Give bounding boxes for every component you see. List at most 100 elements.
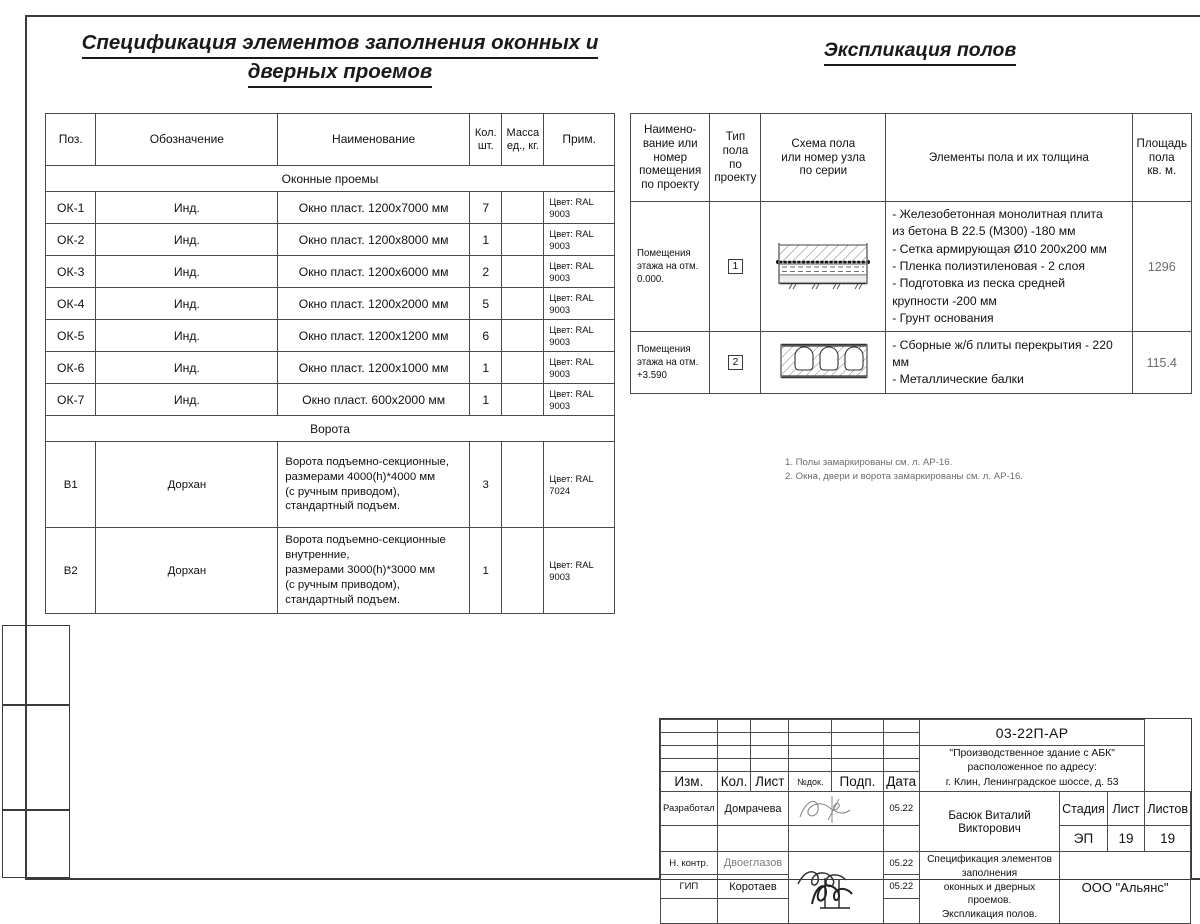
- tb-blank-4-6: [882, 758, 920, 772]
- cell-pos: ОК-4: [44, 287, 97, 320]
- stage-value: ЭП: [1059, 825, 1108, 852]
- cell-pos: ОК-1: [44, 191, 97, 224]
- cell-designation: Дорхан: [95, 527, 279, 614]
- header-designation: Обозначение: [95, 113, 279, 166]
- cell-note: Цвет: RAL 9003: [543, 383, 615, 416]
- name-developer: Домрачева: [716, 791, 790, 826]
- cell-name: Окно пласт. 1200х6000 мм: [277, 255, 471, 288]
- tb-blank-3-6: [882, 745, 920, 759]
- cell-mass: [501, 527, 545, 614]
- title-block-row-blank-1: 03-22П-АР: [660, 719, 1191, 746]
- cell-note: Цвет: RAL 7024: [543, 441, 615, 528]
- cell-mass: [501, 255, 545, 288]
- floor-room-name: Помещения этажа на отм. +3.590: [629, 331, 711, 395]
- specification-group-label: Оконные проемы: [45, 165, 615, 192]
- tb-blank-1-2: [716, 719, 752, 733]
- sheets-header: Листов: [1144, 791, 1191, 826]
- cell-mass: [501, 383, 545, 416]
- cell-designation: Инд.: [95, 191, 279, 224]
- sig-blank-1: [788, 825, 884, 852]
- header-qty: Кол. шт.: [469, 113, 503, 166]
- floor-type-cell: 1: [709, 200, 762, 333]
- cell-mass: [501, 319, 545, 352]
- tb-blank-3-5: [831, 745, 884, 759]
- cell-name: Окно пласт. 1200х2000 мм: [277, 287, 471, 320]
- tb-blank-2-6: [882, 732, 920, 746]
- date-blank-2: [882, 897, 920, 924]
- organization-name: ООО "Альянс": [1059, 851, 1191, 924]
- hollow-core-slab-section-icon: [760, 331, 887, 395]
- cell-pos: ОК-5: [44, 319, 97, 352]
- tb-blank-4-1: [660, 758, 718, 772]
- cell-designation: Инд.: [95, 319, 279, 352]
- specification-row: В1 Дорхан Ворота подъемно-секционные, разм…: [44, 441, 615, 528]
- tb-col-list: Лист: [750, 771, 790, 792]
- floor-elements: - Железобетонная монолитная плита из бет…: [885, 200, 1133, 333]
- cell-designation: Инд.: [95, 223, 279, 256]
- sheet-value: 19: [1106, 825, 1146, 852]
- tb-blank-2-1: [660, 732, 718, 746]
- specification-title: Спецификация элементов заполнения оконны…: [60, 30, 620, 88]
- margin-cell-3: [2, 810, 70, 878]
- cell-note: Цвет: RAL 9003: [543, 255, 615, 288]
- cell-note: Цвет: RAL 9003: [543, 351, 615, 384]
- specification-table-head: Поз. Обозначение Наименование Кол. шт. М…: [44, 113, 615, 166]
- specification-row: ОК-4 Инд. Окно пласт. 1200х2000 мм 5 Цвет: R…: [44, 287, 615, 320]
- tb-blank-1-1: [660, 719, 718, 733]
- object-name: "Производственное здание с АБК" располож…: [918, 745, 1146, 792]
- header-room-name: Наимено- вание или номер помещения по пр…: [629, 113, 711, 202]
- tb-col-podp: Подп.: [831, 771, 884, 792]
- monolithic-slab-section-drawing: [765, 237, 881, 297]
- cell-name: Окно пласт. 1200х1200 мм: [277, 319, 471, 352]
- cell-name: Окно пласт. 1200х7000 мм: [277, 191, 471, 224]
- stage-header: Стадия: [1059, 791, 1108, 826]
- title-block-row-gip: ГИП Коротаев 05.22: [660, 874, 1191, 899]
- cell-note: Цвет: RAL 9003: [543, 191, 615, 224]
- cell-designation: Инд.: [95, 383, 279, 416]
- monolithic-slab-section-icon: [760, 200, 887, 333]
- header-floor-scheme: Схема пола или номер узла по серии: [760, 113, 887, 202]
- cell-qty: 7: [469, 191, 503, 224]
- tb-blank-3-2: [716, 745, 752, 759]
- cell-name: Окно пласт. 600х2000 мм: [277, 383, 471, 416]
- cell-note: Цвет: RAL 9003: [543, 223, 615, 256]
- cell-qty: 3: [469, 441, 503, 528]
- specification-group-row: Ворота: [45, 415, 615, 442]
- floor-type-badge: 1: [727, 259, 744, 275]
- specification-table-body: Оконные проемы ОК-1 Инд. Окно пласт. 1200х7…: [44, 165, 615, 614]
- date-developer: 05.22: [882, 791, 920, 826]
- cell-pos: ОК-6: [44, 351, 97, 384]
- cell-name: Ворота подъемно-секционные внутренние, р…: [277, 527, 471, 614]
- cell-pos: В2: [44, 527, 97, 614]
- header-floor-type: Тип пола по проекту: [709, 113, 762, 202]
- drawing-sheet: Спецификация элементов заполнения оконны…: [2, 15, 1200, 924]
- specification-row: ОК-6 Инд. Окно пласт. 1200х1000 мм 1 Цвет: R…: [44, 351, 615, 384]
- tb-blank-1-3: [750, 719, 790, 733]
- tb-col-ndoc: №док.: [788, 771, 833, 792]
- cell-name: Ворота подъемно-секционные, размерами 40…: [277, 441, 471, 528]
- tb-blank-2-4: [788, 732, 833, 746]
- tb-col-kol: Кол.: [716, 771, 752, 792]
- name-blank-1: [716, 825, 790, 852]
- cell-mass: [501, 441, 545, 528]
- document-code: 03-22П-АР: [918, 719, 1146, 746]
- cell-mass: [501, 223, 545, 256]
- cell-note: Цвет: RAL 9003: [543, 527, 615, 614]
- cell-qty: 1: [469, 223, 503, 256]
- floor-elements: - Сборные ж/б плиты перекрытия - 220 мм …: [885, 331, 1133, 395]
- floor-room-name: Помещения этажа на отм. 0.000.: [629, 200, 711, 333]
- tb-blank-4-5: [831, 758, 884, 772]
- date-gip: 05.22: [882, 874, 920, 899]
- cell-mass: [501, 287, 545, 320]
- floor-explication-title-text: Экспликация полов: [823, 38, 1017, 66]
- margin-cell-1: [2, 625, 70, 705]
- cell-designation: Дорхан: [95, 441, 279, 528]
- floor-area: 1296: [1131, 200, 1192, 333]
- tb-blank-1-4: [788, 719, 833, 733]
- title-block-row-blank-4: [660, 758, 1191, 772]
- cell-qty: 1: [469, 351, 503, 384]
- header-floor-elements: Элементы пола и их толщина: [885, 113, 1133, 202]
- header-mass: Масса ед., кг.: [501, 113, 545, 166]
- cell-designation: Инд.: [95, 255, 279, 288]
- cell-note: Цвет: RAL 9003: [543, 287, 615, 320]
